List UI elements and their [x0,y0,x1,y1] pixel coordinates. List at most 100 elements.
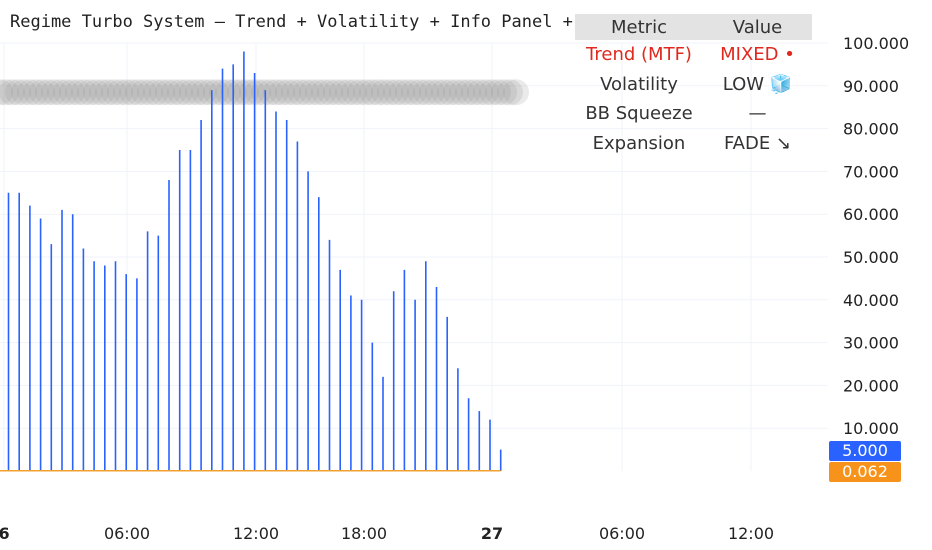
zone-circle [449,79,475,106]
info-row-expansion: Expansion FADE ↘ [575,129,812,159]
zone-circle [341,79,367,106]
expansion-metric: Expansion [592,132,686,154]
y-tick-label: 100.000 [843,34,909,53]
zone-circle [5,79,31,106]
zone-circle [113,79,139,106]
regime-zone-band [0,79,529,106]
zone-circle [53,79,79,106]
y-axis-ticks: 100.000 90.000 80.000 70.000 60.000 50.000 40.… [843,34,909,438]
zone-circle [491,79,517,106]
zone-circle [383,79,409,106]
zone-circle [263,79,289,106]
zone-circle [455,79,481,106]
expansion-value: FADE ↘ [723,132,792,154]
y-tick-label: 50.000 [843,248,899,267]
zone-circle [437,79,463,106]
zone-circle [407,79,433,106]
zone-circle [473,79,499,106]
zone-circle [311,79,337,106]
chart-grid [0,42,828,471]
zone-circle [425,79,451,106]
header-metric: Metric [611,16,667,38]
zone-circle [191,79,217,106]
zone-circle [329,79,355,106]
volatility-value: LOW 🧊 [722,73,793,95]
zone-circle [149,79,175,106]
y-tick-label: 60.000 [843,205,899,224]
x-axis-ticks: 6 06:00 12:00 18:00 27 06:00 12:00 [0,524,774,543]
zone-circle [281,79,307,106]
zone-circle [305,79,331,106]
zone-circle [233,79,259,106]
info-row-trend: Trend (MTF) MIXED • [575,40,812,70]
zone-circle [101,79,127,106]
zone-circle [485,79,511,106]
x-tick-label: 06:00 [104,524,150,543]
zone-circle [167,79,193,106]
zone-circle [107,79,133,106]
zone-circle [443,79,469,106]
zone-circle [419,79,445,106]
zone-circle [335,79,361,106]
info-row-volatility: Volatility LOW 🧊 [575,70,812,100]
zone-circle [95,79,121,106]
zone-circle [41,79,67,106]
zone-circle [431,79,457,106]
bb-squeeze-value: — [748,103,767,125]
zone-circle [275,79,301,106]
zone-circle [371,79,397,106]
zone-circle [119,79,145,106]
trend-metric: Trend (MTF) [586,44,692,66]
zone-circle [0,79,19,106]
y-tick-label: 70.000 [843,162,899,181]
zone-circle [389,79,415,106]
x-tick-label: 18:00 [341,524,387,543]
zone-circle [185,79,211,106]
value-badge-blue: 5.000 [829,441,901,461]
zone-circle [269,79,295,106]
zone-circle [251,79,277,106]
zone-circle [365,79,391,106]
zone-circle [323,79,349,106]
zone-circle [503,79,529,106]
bb-squeeze-metric: BB Squeeze [585,103,693,125]
x-tick-label: 06:00 [599,524,645,543]
zone-circle [377,79,403,106]
volatility-metric: Volatility [600,73,678,95]
zone-circle [125,79,151,106]
x-tick-label: 12:00 [728,524,774,543]
zone-circle [215,79,241,106]
zone-circle [143,79,169,106]
zone-circle [413,79,439,106]
x-tick-label: 12:00 [233,524,279,543]
zone-circle [353,79,379,106]
info-panel: Metric Value Trend (MTF) MIXED • Volatil… [575,14,812,158]
zone-circle [89,79,115,106]
zone-circle [497,79,523,106]
zone-circle [137,79,163,106]
zone-circle [29,79,55,106]
zone-circle [347,79,373,106]
zone-circle [77,79,103,106]
info-panel-header: Metric Value [575,14,812,40]
trend-value: MIXED • [720,44,795,66]
zone-circle [239,79,265,106]
y-tick-label: 80.000 [843,120,899,139]
zone-circle [47,79,73,106]
zone-circle [197,79,223,106]
zone-circle [401,79,427,106]
x-tick-label: 6 [0,524,10,543]
zone-circle [35,79,61,106]
zone-circle [395,79,421,106]
y-tick-label: 30.000 [843,334,899,353]
zone-circle [11,79,37,106]
header-value: Value [732,16,783,38]
zone-circle [173,79,199,106]
zone-circle [83,79,109,106]
zone-circle [467,79,493,106]
y-tick-label: 10.000 [843,419,899,438]
zone-circle [359,79,385,106]
y-tick-label: 20.000 [843,376,899,395]
zone-circle [71,79,97,106]
